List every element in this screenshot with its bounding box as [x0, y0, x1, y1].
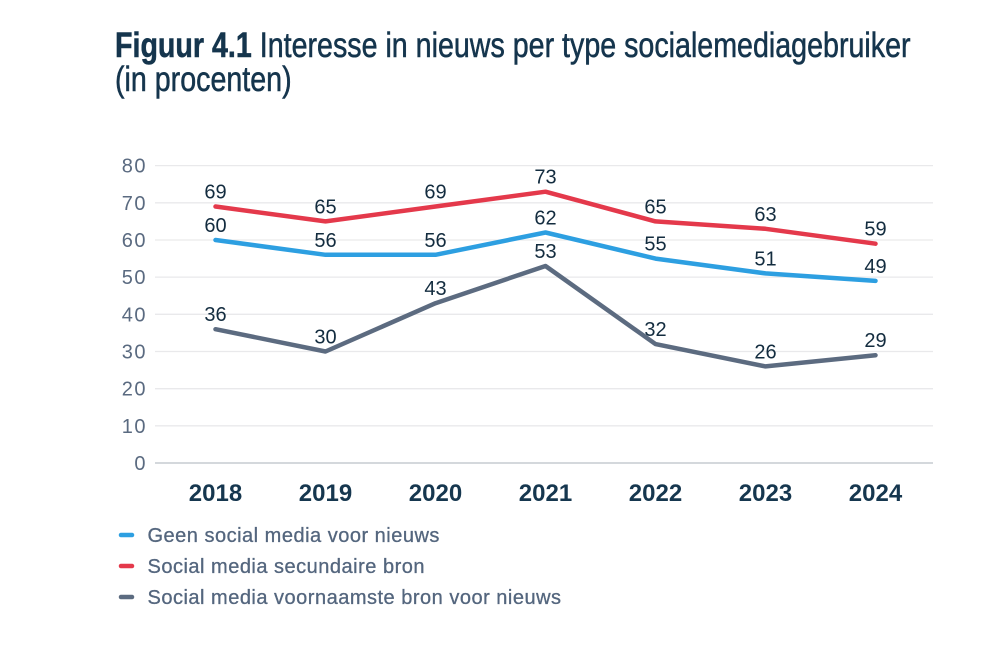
- svg-text:60: 60: [122, 230, 147, 252]
- svg-text:73: 73: [534, 167, 556, 189]
- svg-text:59: 59: [864, 219, 886, 241]
- svg-text:53: 53: [534, 241, 556, 263]
- svg-text:(in procenten): (in procenten): [115, 59, 292, 98]
- svg-text:69: 69: [204, 182, 226, 204]
- svg-text:2018: 2018: [189, 480, 242, 507]
- svg-text:2021: 2021: [519, 480, 572, 507]
- svg-text:Social media voornaamste bron: Social media voornaamste bron voor nieuw…: [148, 587, 562, 609]
- svg-text:50: 50: [122, 267, 147, 289]
- svg-text:55: 55: [644, 234, 666, 256]
- svg-text:Social media secundaire bron: Social media secundaire bron: [148, 556, 426, 578]
- svg-text:29: 29: [864, 330, 886, 352]
- svg-text:40: 40: [122, 304, 147, 326]
- svg-text:2024: 2024: [849, 480, 903, 507]
- svg-text:2020: 2020: [409, 480, 462, 507]
- svg-text:49: 49: [864, 256, 886, 278]
- svg-text:65: 65: [644, 196, 666, 218]
- svg-text:30: 30: [122, 342, 147, 364]
- svg-text:30: 30: [314, 327, 336, 349]
- svg-text:62: 62: [534, 208, 556, 230]
- svg-text:56: 56: [314, 230, 336, 252]
- svg-text:2022: 2022: [629, 480, 682, 507]
- svg-text:63: 63: [754, 204, 776, 226]
- svg-text:51: 51: [754, 248, 776, 270]
- svg-text:56: 56: [424, 230, 446, 252]
- svg-text:65: 65: [314, 196, 336, 218]
- svg-text:69: 69: [424, 182, 446, 204]
- svg-text:2019: 2019: [299, 480, 352, 507]
- svg-text:0: 0: [134, 453, 147, 475]
- svg-text:Geen social media voor nieuws: Geen social media voor nieuws: [148, 525, 440, 547]
- svg-text:Figuur 4.1 Interesse in nieuws: Figuur 4.1 Interesse in nieuws per type …: [115, 25, 911, 64]
- svg-text:2023: 2023: [739, 480, 792, 507]
- svg-text:32: 32: [644, 319, 666, 341]
- svg-text:60: 60: [204, 215, 226, 237]
- svg-text:10: 10: [122, 416, 147, 438]
- svg-text:20: 20: [122, 379, 147, 401]
- svg-text:36: 36: [204, 304, 226, 326]
- svg-text:26: 26: [754, 341, 776, 363]
- svg-text:70: 70: [122, 193, 147, 215]
- svg-text:43: 43: [424, 278, 446, 300]
- svg-text:80: 80: [122, 156, 147, 178]
